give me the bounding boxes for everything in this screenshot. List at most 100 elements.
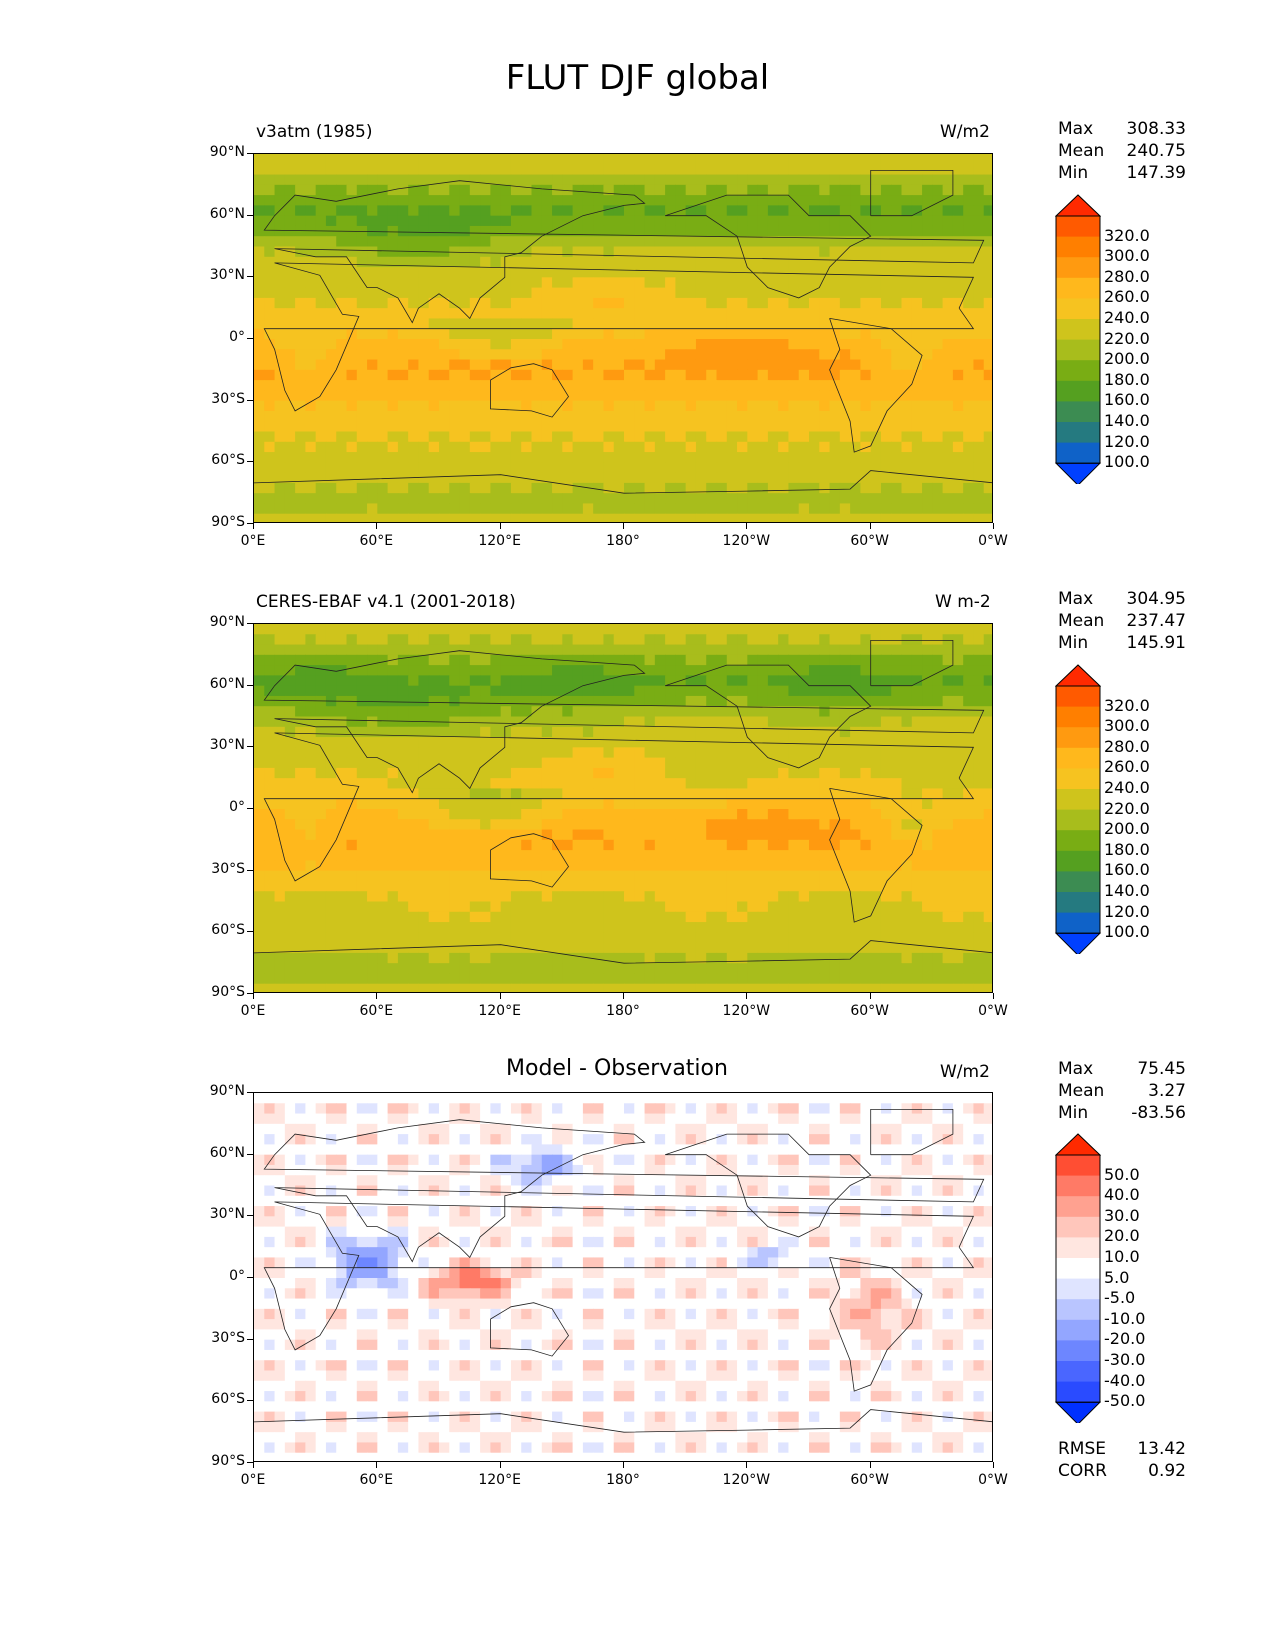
field-cell [613, 236, 625, 248]
field-cell [490, 184, 502, 196]
field-cell [356, 493, 368, 505]
field-cell [500, 359, 512, 371]
field-cell [665, 634, 676, 646]
field-cell [582, 174, 594, 186]
field-cell [747, 390, 759, 402]
field-cell [603, 236, 615, 248]
field-cell [942, 891, 954, 903]
field-cell [377, 308, 389, 320]
field-cell [325, 922, 337, 933]
field-cell [613, 205, 625, 217]
field-cell [572, 400, 584, 412]
field-cell [788, 839, 800, 851]
field-cell [387, 778, 399, 790]
field-cell [408, 339, 420, 350]
field-cell [387, 318, 399, 330]
field-cell [315, 778, 327, 790]
field-cell [603, 462, 615, 474]
field-cell [922, 891, 933, 903]
field-cell [829, 195, 841, 206]
field-cell [788, 829, 800, 841]
field-cell [726, 400, 738, 412]
field-cell [675, 452, 687, 463]
field-cell [757, 349, 769, 361]
field-cell [778, 246, 790, 258]
field-cell [490, 737, 502, 748]
field-cell [562, 441, 574, 453]
field-cell [963, 164, 975, 176]
field-cell [387, 215, 399, 227]
field-cell [963, 757, 975, 769]
field-cell [809, 788, 820, 800]
field-cell [500, 164, 512, 176]
field-cell [264, 267, 276, 278]
field-cell [449, 267, 461, 278]
field-cell [624, 174, 635, 186]
field-cell [582, 267, 594, 278]
field-cell [480, 482, 491, 494]
field-cell [500, 706, 512, 718]
field-cell [459, 798, 471, 810]
field-cell [891, 503, 903, 515]
field-cell [469, 952, 481, 964]
field-cell [397, 482, 409, 494]
field-cell [911, 624, 923, 635]
field-cell [572, 726, 584, 738]
field-cell [850, 503, 861, 515]
field-cell [562, 380, 574, 391]
field-cell [778, 164, 790, 176]
field-cell [767, 277, 779, 289]
field-cell [428, 318, 440, 330]
field-cell [654, 472, 666, 484]
field-cell [778, 441, 790, 453]
field-cell [665, 798, 676, 810]
field-cell [428, 778, 440, 790]
field-cell [346, 932, 358, 944]
field-cell [490, 462, 502, 474]
field-cell [901, 277, 913, 289]
field-cell [767, 287, 779, 299]
field-cell [654, 452, 666, 463]
field-cell [757, 431, 769, 443]
field-cell [819, 870, 831, 882]
field-cell [685, 922, 697, 933]
field-cell [634, 788, 646, 800]
field-cell [675, 850, 687, 861]
field-cell [336, 431, 348, 443]
field-cell [552, 164, 563, 176]
field-cell [983, 380, 992, 391]
field-cell [860, 246, 872, 258]
field-cell [778, 339, 790, 350]
field-cell [510, 665, 522, 676]
field-cell [521, 369, 533, 381]
field-cell [541, 308, 553, 320]
field-cell [706, 267, 718, 278]
field-cell [387, 767, 399, 779]
field-cell [911, 839, 923, 851]
field-cell [860, 184, 872, 196]
field-cell [870, 205, 882, 217]
field-cell [952, 503, 964, 515]
field-cell [572, 318, 584, 330]
field-cell [274, 349, 286, 361]
field-cell [654, 911, 666, 923]
field-cell [706, 952, 718, 964]
field-cell [932, 880, 944, 892]
field-cell [356, 952, 368, 964]
field-cell [439, 421, 450, 433]
field-cell [737, 675, 748, 687]
field-cell [695, 328, 707, 340]
field-cell [685, 624, 697, 635]
field-cell [531, 634, 543, 646]
field-cell [798, 726, 810, 738]
field-cell [490, 421, 502, 433]
field-cell [880, 922, 892, 933]
field-cell [675, 695, 687, 707]
field-cell [469, 369, 481, 381]
field-cell [572, 654, 584, 666]
field-cell [439, 726, 450, 738]
field-cell [798, 850, 810, 861]
field-cell [716, 174, 728, 186]
field-cell [284, 963, 296, 975]
field-cell [572, 819, 584, 831]
